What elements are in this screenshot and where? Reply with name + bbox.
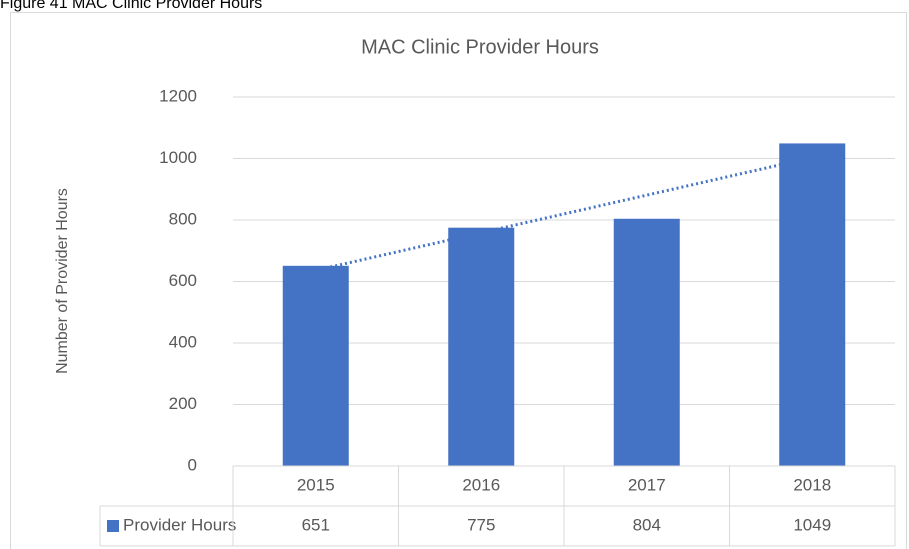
x-tick-label: 2018	[793, 475, 831, 494]
table-value: 804	[633, 515, 661, 534]
y-tick-label: 0	[188, 455, 197, 474]
y-tick-label: 400	[169, 332, 197, 351]
bar	[779, 143, 846, 466]
bar	[613, 218, 680, 466]
y-tick-label: 1200	[159, 86, 197, 105]
y-axis-label: Number of Provider Hours	[54, 188, 71, 374]
bar	[448, 227, 515, 466]
trendline	[315, 156, 813, 272]
x-tick-label: 2015	[297, 475, 335, 494]
y-tick-label: 200	[169, 394, 197, 413]
caption: Figure 41 MAC Clinic Provider Hours	[0, 0, 262, 12]
table-value: 775	[467, 515, 495, 534]
legend-label: Provider Hours	[123, 515, 236, 534]
chart-border	[10, 12, 907, 549]
chart-title: MAC Clinic Provider Hours	[361, 36, 599, 58]
y-tick-label: 1000	[159, 148, 197, 167]
legend-swatch	[107, 520, 119, 532]
x-tick-label: 2016	[462, 475, 500, 494]
y-tick-label: 600	[169, 271, 197, 290]
table-value: 1049	[793, 515, 831, 534]
bar	[282, 265, 349, 466]
x-tick-label: 2017	[628, 475, 666, 494]
y-tick-label: 800	[169, 209, 197, 228]
table-value: 651	[302, 515, 330, 534]
